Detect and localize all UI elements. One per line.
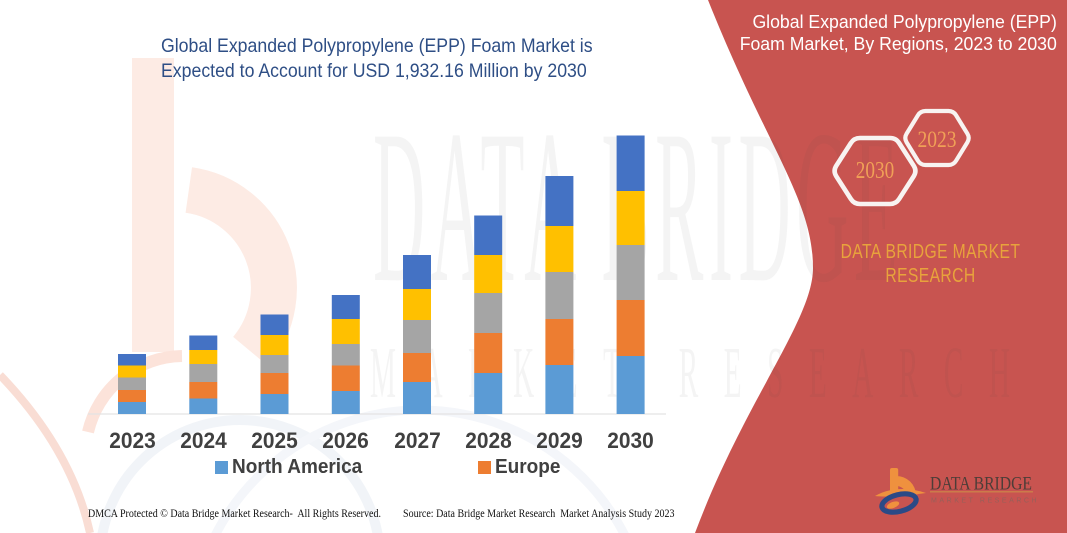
svg-text:MARKET RESEARCH: MARKET RESEARCH (931, 497, 1039, 504)
svg-text:DATA BRIDGE: DATA BRIDGE (930, 474, 1032, 495)
